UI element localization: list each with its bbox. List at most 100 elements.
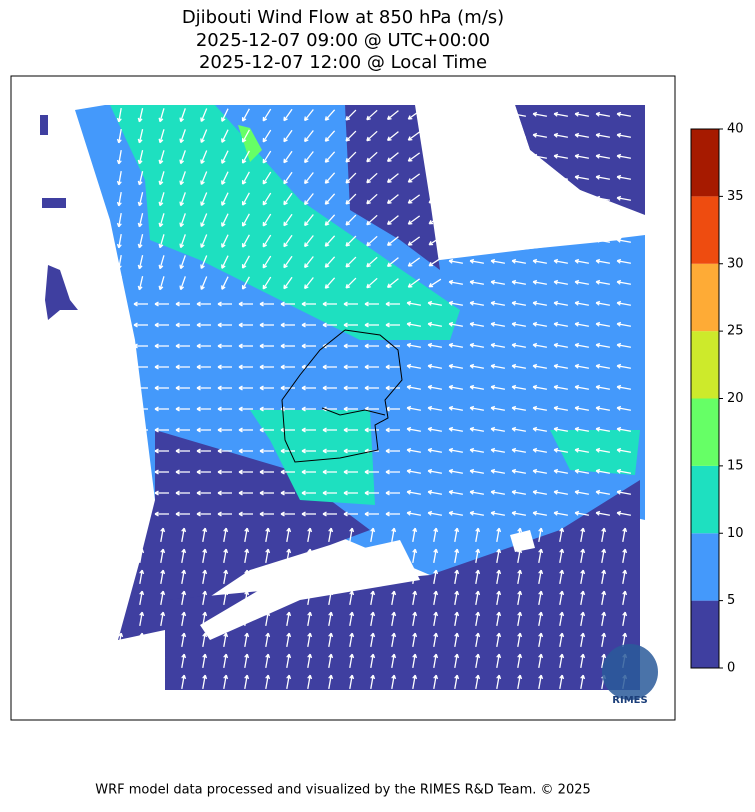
wind-arrow [160,674,166,690]
wind-arrow [265,548,271,564]
wind-arrow [238,364,253,370]
wind-arrow [154,364,169,370]
wind-arrow [574,279,590,285]
wind-arrow [386,194,399,205]
wind-arrow [137,234,144,249]
wind-arrow [386,236,399,247]
wind-arrow [112,322,127,328]
wind-arrow [345,172,357,184]
wind-arrow [511,426,527,432]
wind-arrow [324,172,336,184]
colorbar-tick-label: 40 [727,122,744,137]
wind-arrow [137,255,144,270]
wind-arrow [538,590,544,606]
wind-arrow [595,342,611,348]
wind-arrow [574,132,590,138]
wind-arrow [259,385,274,391]
wind-arrow [595,174,611,180]
wind-arrow [116,275,122,291]
wind-arrow [490,405,506,411]
wind-arrow [496,590,502,606]
wind-arrow [154,322,169,328]
wind-arrow [324,130,336,142]
wind-arrow [286,632,292,648]
region [110,105,460,340]
wind-arrow [244,653,250,669]
wind-arrow [574,300,590,306]
wind-arrow [454,569,460,585]
wind-arrow [580,548,586,564]
wind-arrow [304,172,314,185]
wind-arrow [553,342,569,348]
wind-arrow [202,653,208,669]
wind-arrow [221,171,229,185]
wind-arrow [221,255,229,269]
wind-arrow [328,674,334,690]
wind-arrow [324,151,336,163]
wind-arrow [595,258,611,264]
wind-arrow [385,469,400,475]
wind-arrow [304,277,314,290]
wind-arrow [574,510,590,516]
wind-arrow [259,406,274,412]
wind-arrow [179,171,186,186]
wind-arrow [448,363,464,369]
colorbar-segment [691,465,719,534]
wind-arrow [511,258,527,264]
wind-arrow [616,468,632,474]
wind-arrow [175,385,190,391]
logo-text: RIMES [612,695,647,706]
wind-arrow [490,447,506,453]
wind-arrow [574,384,590,390]
wind-arrow [370,590,376,606]
wind-arrow [532,342,548,348]
region [45,265,78,320]
wind-arrow [262,108,272,122]
wind-arrow [241,192,250,206]
wind-arrow [179,108,186,123]
map-frame [10,75,676,721]
wind-arrow [343,406,358,412]
wind-arrow [574,321,590,327]
wind-arrow [490,279,506,285]
wind-arrow [595,363,611,369]
wind-arrow [511,510,527,516]
wind-arrow [280,343,295,349]
wind-arrow [307,674,313,690]
wind-arrow [454,611,460,627]
wind-arrow [112,364,127,370]
wind-arrow [283,150,293,164]
wind-arrow [532,426,548,432]
wind-arrow [538,632,544,648]
wind-arrow [175,490,190,496]
wind-arrow [301,448,316,454]
wind-arrow [139,527,145,543]
wind-arrow [454,674,460,690]
wind-arrow [391,674,397,690]
wind-arrow [532,468,548,474]
wind-arrow [202,527,208,543]
wind-arrow [244,548,250,564]
wind-arrow [345,256,357,268]
wind-arrow [116,191,122,207]
wind-arrow [349,632,355,648]
wind-arrow [196,511,211,517]
wind-arrow [532,279,548,285]
wind-arrow [370,611,376,627]
wind-arrow [322,322,337,328]
wind-arrow [280,322,295,328]
wind-arrow [133,406,148,412]
wind-arrow [221,129,229,143]
wind-arrow [265,527,271,543]
wind-arrow [196,469,211,475]
wind-arrow [574,153,590,159]
wind-arrow [616,111,632,117]
wind-arrow [469,279,485,285]
wind-arrow [139,611,145,627]
wind-arrow [595,447,611,453]
wind-arrow [241,171,250,185]
wind-arrow [160,548,166,564]
wind-arrow [324,214,336,226]
wind-arrow [469,384,485,390]
wind-arrow [345,193,357,205]
